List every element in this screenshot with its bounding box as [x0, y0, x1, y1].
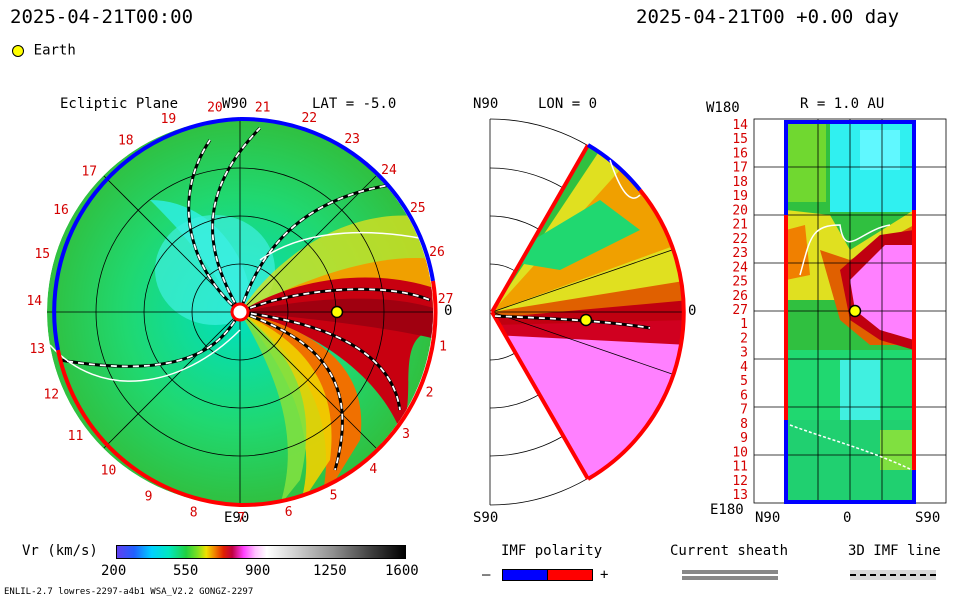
- synoptic-y-tick: 20: [732, 203, 748, 218]
- earth-marker-synoptic: [848, 304, 862, 318]
- synoptic-y-tick: 10: [732, 445, 748, 460]
- left-datetime: 2025-04-21T00:00: [10, 6, 194, 28]
- merid-lon-label: LON = 0: [538, 96, 598, 112]
- ecliptic-ring-number: 5: [330, 489, 338, 504]
- vr-colorbar: [116, 545, 406, 559]
- synoptic-y-tick: 9: [740, 431, 748, 446]
- synoptic-y-tick: 22: [732, 232, 748, 247]
- ecliptic-ring-number: 13: [29, 342, 45, 357]
- merid-right-label: 0: [688, 303, 697, 319]
- vr-tick-1250: 1250: [313, 563, 347, 579]
- synoptic-y-tick: 14: [732, 118, 748, 133]
- ecliptic-ring-number: 23: [344, 132, 360, 147]
- synoptic-y-tick: 16: [732, 147, 748, 162]
- ecliptic-ring-number: 18: [118, 134, 134, 149]
- imf3d-label: 3D IMF line: [848, 543, 941, 559]
- vr-tick-900: 900: [245, 563, 271, 579]
- ecliptic-ring-number: 8: [190, 506, 198, 521]
- synoptic-y-tick: 21: [732, 218, 748, 233]
- current-sheath-swatch: [682, 570, 778, 580]
- ecliptic-ring-number: 7: [237, 511, 245, 526]
- vr-tick-550: 550: [173, 563, 199, 579]
- ecliptic-ring-number: 3: [402, 427, 410, 442]
- synoptic-x-right: S90: [915, 510, 941, 526]
- ecliptic-ring-number: 9: [145, 490, 153, 505]
- ecliptic-ring-number: 15: [34, 247, 50, 262]
- imf3d-swatch: [850, 570, 936, 580]
- synoptic-y-tick: 2: [740, 332, 748, 347]
- synoptic-y-tick: 18: [732, 175, 748, 190]
- ecliptic-bottom-label: E90: [224, 510, 250, 526]
- ecliptic-top-label: W90: [222, 96, 248, 112]
- current-sheath-label: Current sheath: [670, 543, 789, 559]
- synoptic-y-tick: 25: [732, 275, 748, 290]
- ecliptic-ring-number: 6: [285, 505, 293, 520]
- ecliptic-ring-number: 27: [438, 292, 454, 307]
- synoptic-y-tick: 17: [732, 161, 748, 176]
- synoptic-y-tick: 12: [732, 474, 748, 489]
- imf-minus-label: –: [482, 567, 491, 583]
- synoptic-y-tick: 24: [732, 260, 748, 275]
- ecliptic-ring-number: 24: [381, 163, 397, 178]
- synoptic-top-left-label: W180: [706, 100, 740, 116]
- ecliptic-ring-number: 14: [26, 294, 42, 309]
- right-datetime: 2025-04-21T00 +0.00 day: [636, 6, 900, 28]
- merid-bottom-label: S90: [473, 510, 499, 526]
- ecliptic-ring-number: 20: [207, 101, 223, 116]
- ecliptic-lat-label: LAT = -5.0: [312, 96, 397, 112]
- ecliptic-ring-number: 19: [161, 112, 177, 127]
- vr-label: Vr (km/s): [22, 543, 98, 559]
- ecliptic-ring-number: 12: [43, 388, 59, 403]
- ecliptic-ring-number: 10: [101, 464, 117, 479]
- ecliptic-right-label: 0: [444, 303, 453, 319]
- ecliptic-ring-number: 25: [410, 201, 426, 216]
- ecliptic-ring-number: 1: [439, 340, 447, 355]
- vr-tick-200: 200: [101, 563, 127, 579]
- ecliptic-title: Ecliptic Plane: [60, 96, 179, 112]
- synoptic-bottom-left-label: E180: [710, 502, 744, 518]
- ecliptic-ring-number: 26: [429, 245, 445, 260]
- imf-plus-label: +: [600, 567, 609, 583]
- synoptic-y-tick: 1: [740, 317, 748, 332]
- synoptic-y-tick: 11: [732, 460, 748, 475]
- synoptic-y-tick: 15: [732, 132, 748, 147]
- vr-tick-1600: 1600: [385, 563, 419, 579]
- imf3d-dash: [850, 574, 936, 576]
- ecliptic-ring-number: 2: [426, 386, 434, 401]
- merid-top-label: N90: [473, 96, 499, 112]
- synoptic-y-tick: 3: [740, 346, 748, 361]
- imf-polarity-label: IMF polarity: [501, 543, 603, 559]
- earth-legend: Earth: [12, 40, 76, 59]
- earth-marker-meridional: [579, 313, 593, 327]
- synoptic-y-tick: 7: [740, 403, 748, 418]
- footer-left: ENLIL-2.7 lowres-2297-a4b1 WSA_V2.2 GONG…: [4, 587, 254, 597]
- synoptic-y-tick: 26: [732, 289, 748, 304]
- ecliptic-ring-number: 22: [301, 111, 317, 126]
- synoptic-y-tick: 5: [740, 374, 748, 389]
- ecliptic-ring-number: 21: [255, 100, 271, 115]
- ecliptic-ring-number: 11: [68, 429, 84, 444]
- synoptic-y-tick: 19: [732, 189, 748, 204]
- earth-legend-label: Earth: [33, 42, 76, 59]
- synoptic-y-tick: 13: [732, 488, 748, 503]
- earth-marker-icon: [12, 44, 24, 57]
- synoptic-x-left: N90: [755, 510, 781, 526]
- synoptic-r-label: R = 1.0 AU: [800, 96, 885, 112]
- earth-marker-ecliptic: [330, 305, 344, 319]
- imf-negative-swatch: [502, 569, 548, 581]
- synoptic-y-tick: 27: [732, 303, 748, 318]
- ecliptic-ring-number: 16: [53, 203, 69, 218]
- synoptic-y-tick: 4: [740, 360, 748, 375]
- ecliptic-ring-number: 17: [81, 165, 97, 180]
- ecliptic-ring-number: 4: [369, 462, 377, 477]
- synoptic-y-tick: 6: [740, 388, 748, 403]
- synoptic-y-tick: 23: [732, 246, 748, 261]
- imf-positive-swatch: [547, 569, 593, 581]
- synoptic-x-mid: 0: [843, 510, 852, 526]
- synoptic-y-tick: 8: [740, 417, 748, 432]
